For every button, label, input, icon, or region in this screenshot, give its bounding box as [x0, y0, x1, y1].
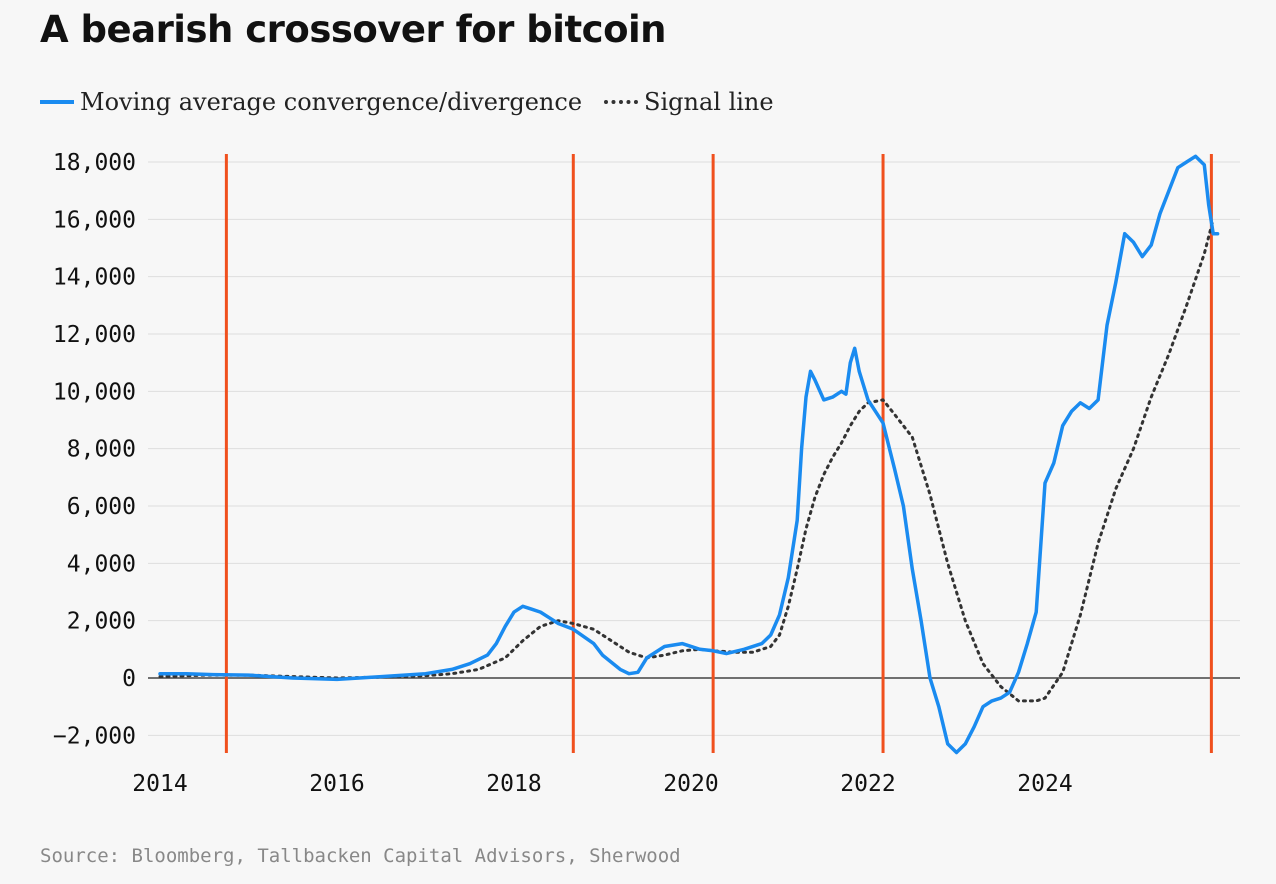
legend-item-macd: Moving average convergence/divergence	[40, 88, 582, 116]
y-tick-label: 18,000	[53, 150, 136, 176]
x-tick-label: 2014	[132, 771, 187, 797]
x-tick-label: 2024	[1017, 771, 1072, 797]
source-note: Source: Bloomberg, Tallbacken Capital Ad…	[40, 845, 681, 867]
y-tick-label: 14,000	[53, 265, 136, 291]
x-tick-label: 2016	[309, 771, 364, 797]
legend-label-signal: Signal line	[644, 88, 774, 116]
y-tick-label: 6,000	[67, 494, 136, 520]
x-tick-label: 2020	[663, 771, 718, 797]
legend-item-signal: Signal line	[604, 88, 774, 116]
y-tick-label: 8,000	[67, 437, 136, 463]
signal-line-series	[158, 217, 1215, 703]
x-tick-label: 2022	[840, 771, 895, 797]
y-tick-label: −2,000	[53, 723, 136, 749]
y-tick-label: 4,000	[67, 551, 136, 577]
y-tick-label: 0	[122, 666, 136, 692]
y-tick-label: 12,000	[53, 322, 136, 348]
y-tick-label: 2,000	[67, 609, 136, 635]
legend-label-macd: Moving average convergence/divergence	[80, 88, 583, 116]
legend-swatch-macd	[40, 100, 74, 104]
y-tick-label: 16,000	[53, 207, 136, 233]
chart-title: A bearish crossover for bitcoin	[40, 8, 667, 51]
legend-swatch-signal	[604, 100, 639, 104]
legend: Moving average convergence/divergence Si…	[40, 88, 796, 116]
x-tick-label: 2018	[486, 771, 541, 797]
macd-line-series	[158, 154, 1220, 755]
y-tick-label: 10,000	[53, 379, 136, 405]
